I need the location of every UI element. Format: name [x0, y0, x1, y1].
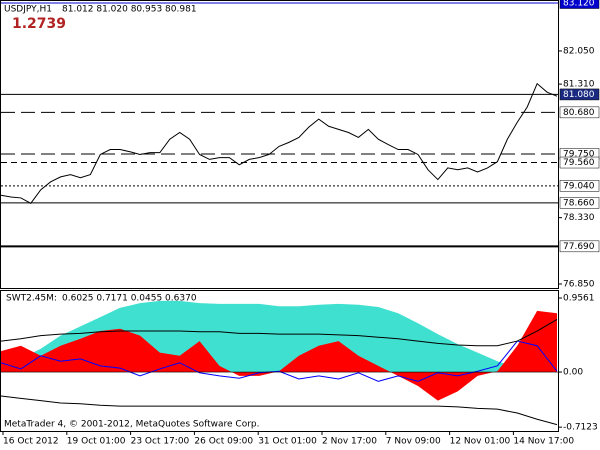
y-tick-label: 0.00: [563, 368, 583, 378]
level-label-box: [559, 180, 600, 192]
indicator-title: SWT2.45M:: [6, 294, 57, 304]
x-tick-label: 26 Oct 09:00: [194, 437, 253, 447]
x-tick-label: 31 Oct 01:00: [258, 437, 317, 447]
level-label: 79.750: [563, 150, 595, 160]
y-tick-label: 81.310: [563, 80, 595, 90]
footer: MetaTrader 4, © 2001-2012, MetaQuotes So…: [4, 420, 260, 430]
y-tick-label: 78.330: [563, 213, 595, 223]
level-label-box: [559, 156, 600, 169]
line: [0, 395, 558, 426]
level-label: 78.660: [563, 198, 595, 208]
level-label: 81.080: [563, 90, 595, 100]
y-tick-label: 76.850: [563, 279, 595, 289]
x-tick-label: 12 Nov 01:00: [450, 437, 511, 447]
indicator-values: 0.6025 0.7171 0.0455 0.6370: [62, 294, 197, 304]
level-label: 77.690: [563, 242, 595, 252]
level-label: 80.680: [563, 108, 595, 118]
line: [0, 340, 558, 382]
y-tick-label: -0.7123: [563, 423, 598, 433]
chart-title: USDJPY,H1: [4, 5, 52, 15]
level-label-box: [559, 88, 600, 101]
line: [0, 82, 558, 204]
level-label-box: [559, 240, 600, 253]
x-tick-label: 19 Oct 01:00: [67, 437, 126, 447]
y-tick-label: 0.9561: [563, 294, 595, 304]
annotation: 1.2739: [12, 16, 66, 32]
main-panel: [0, 0, 559, 289]
x-tick-label: 2 Nov 17:00: [322, 437, 377, 447]
level-label: 79.560: [563, 158, 595, 168]
level-label-box: [559, 197, 600, 209]
x-tick-label: 7 Nov 09:00: [386, 437, 441, 447]
area: [1, 310, 557, 401]
level-label: 83.120: [563, 0, 595, 9]
level-label-box: [559, 106, 600, 119]
x-tick-label: 16 Oct 2012: [3, 437, 59, 447]
x-tick-label: 14 Nov 17:00: [513, 437, 574, 447]
line: [0, 318, 558, 347]
level-label: 79.040: [563, 181, 595, 191]
level-label-box: [559, 0, 600, 9]
y-tick-label: 82.050: [563, 46, 595, 56]
x-tick-label: 23 Oct 17:00: [131, 437, 190, 447]
ohlc: 81.012 81.020 80.953 80.981: [62, 5, 197, 15]
